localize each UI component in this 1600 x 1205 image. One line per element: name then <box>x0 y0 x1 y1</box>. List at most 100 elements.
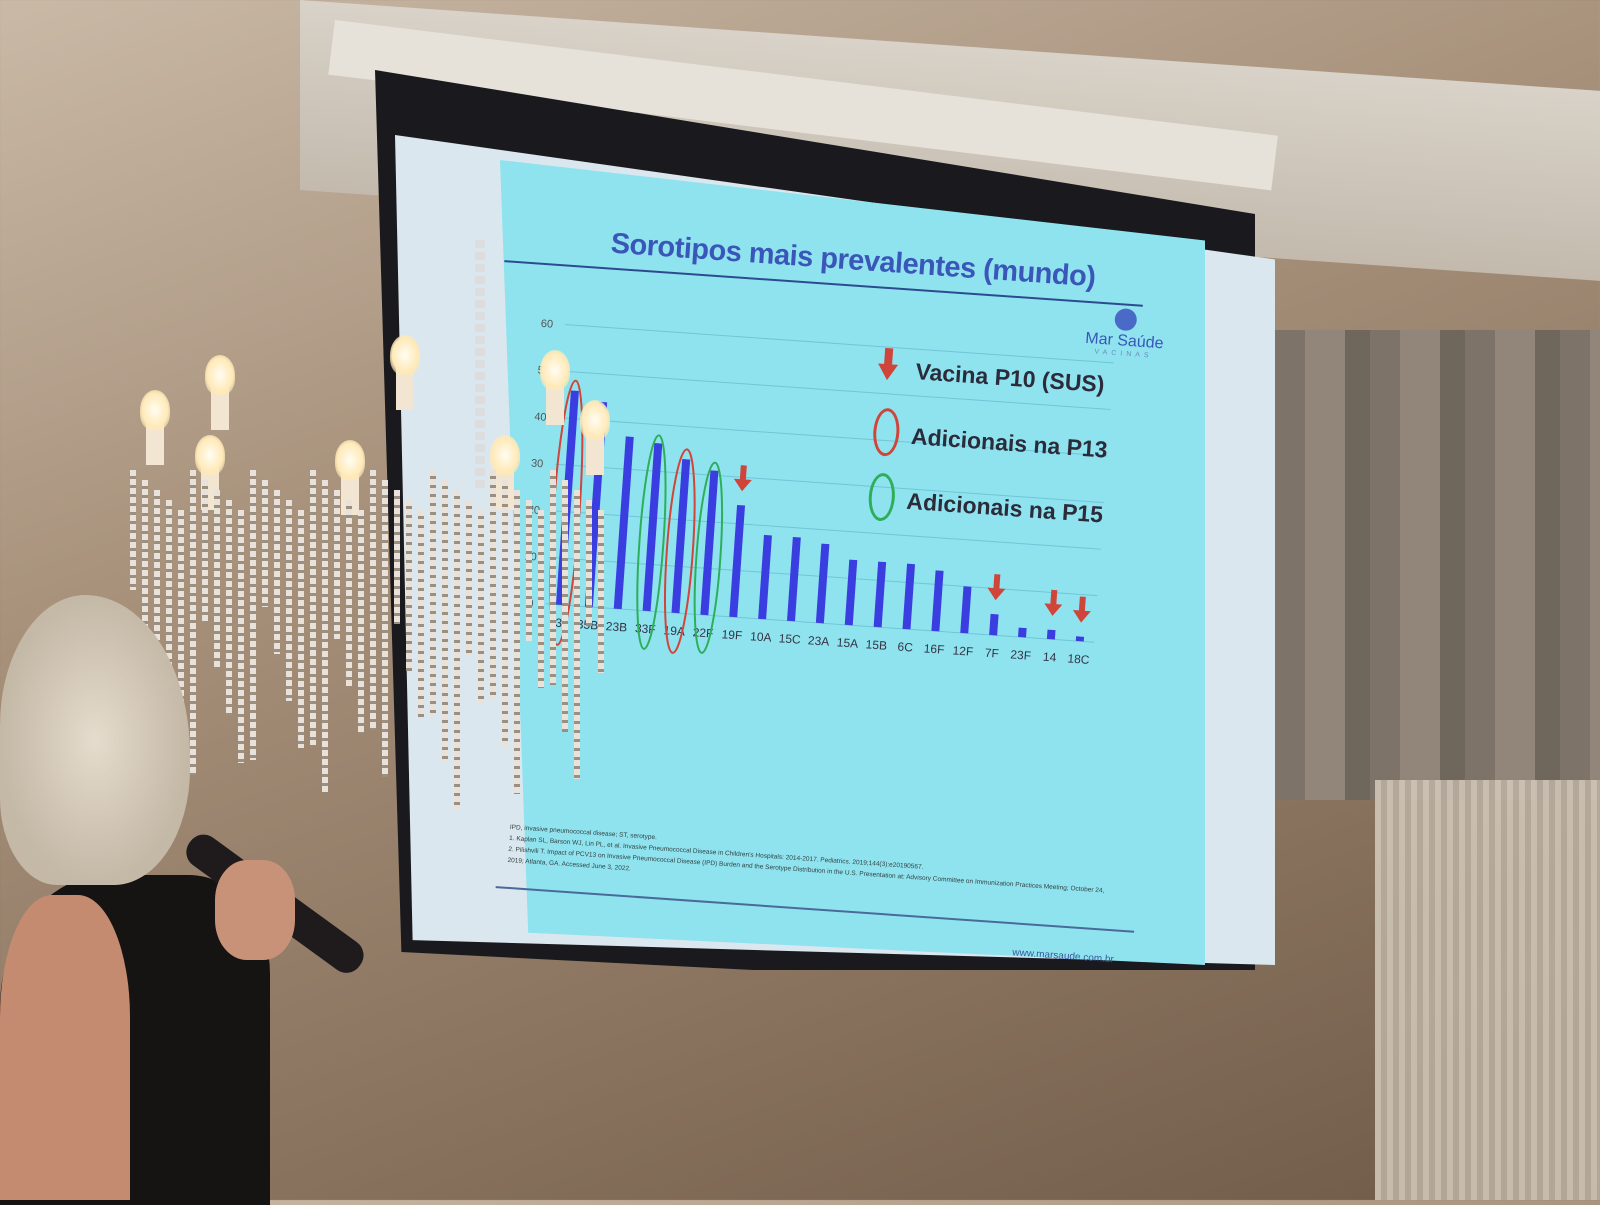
crystal-strand <box>454 490 460 809</box>
crystal-strand <box>466 500 472 656</box>
light-bulb-icon <box>140 390 170 430</box>
crystal-strand <box>154 490 160 684</box>
crystal-strand <box>358 510 364 733</box>
candle <box>546 380 564 425</box>
crystal-strand <box>370 470 376 730</box>
crystal-strand <box>418 510 424 718</box>
crystal-strand <box>310 470 316 745</box>
x-tick-label: 22F <box>692 625 714 640</box>
crystal-strand <box>334 490 340 639</box>
p10-arrow-icon <box>1044 589 1063 616</box>
x-tick-label: 14 <box>1042 650 1057 665</box>
crystal-strand <box>202 480 208 622</box>
crystal-strand <box>574 490 580 779</box>
crystal-strand <box>262 480 268 607</box>
legend-label: Adicionais na P15 <box>905 487 1104 528</box>
bar-23B <box>613 436 634 610</box>
crystal-strand <box>382 480 388 777</box>
light-bulb-icon <box>205 355 235 395</box>
crystal-strand <box>166 500 172 731</box>
p13-oval <box>664 448 696 654</box>
y-tick-label: 60 <box>540 318 553 331</box>
light-bulb-icon <box>490 435 520 475</box>
crystal-strand <box>550 470 556 685</box>
chandelier <box>120 240 640 809</box>
bar-19A <box>671 459 691 614</box>
sheer-curtain <box>1375 780 1600 1200</box>
light-bulb-icon <box>540 350 570 390</box>
crystal-strand <box>538 510 544 688</box>
x-tick-label: 3 <box>555 616 563 630</box>
crystal-strand <box>514 490 520 794</box>
crystal-strand <box>178 510 184 778</box>
x-tick-label: 23F <box>1010 647 1032 662</box>
candle <box>586 430 604 475</box>
crystal-strand <box>430 470 436 715</box>
p10-arrow-icon <box>733 465 752 492</box>
x-tick-label: 12F <box>952 643 974 658</box>
gridline <box>552 510 1101 550</box>
x-tick-label: 23B <box>605 619 627 634</box>
curtain <box>1275 330 1600 800</box>
bar-23F <box>1018 627 1027 638</box>
light-bulb-icon <box>390 335 420 375</box>
chart-legend: Vacina P10 (SUS) Adicionais na P13 Adici… <box>866 337 1114 548</box>
gridline <box>561 370 1111 410</box>
p10-arrow-icon <box>1072 596 1091 623</box>
bar-15A <box>844 559 858 626</box>
presenter-hair <box>0 595 190 885</box>
bar-15B <box>873 561 887 628</box>
x-tick-label: 15B <box>865 637 887 652</box>
crystal-strand <box>526 500 532 641</box>
crystal-strand <box>586 500 592 626</box>
red-arrow-icon <box>877 362 899 381</box>
p15-oval <box>693 461 724 654</box>
x-tick-label: 19A <box>663 623 685 638</box>
x-tick-label: 7F <box>984 646 999 661</box>
crystal-strand <box>130 470 136 590</box>
crystal-strand <box>250 470 256 760</box>
crystal-strand <box>502 480 508 747</box>
x-tick-label: 10A <box>750 629 772 644</box>
crystal-strand <box>286 500 292 701</box>
website: www.marsaude.com.br <box>1011 947 1115 966</box>
gridline <box>558 417 1108 457</box>
crystal-strand <box>298 510 304 748</box>
y-tick-label: 40 <box>534 411 547 424</box>
light-bulb-icon <box>335 440 365 480</box>
bar-23A <box>815 543 830 624</box>
x-tick-label: 15C <box>778 631 801 647</box>
p10-arrow-icon <box>987 574 1006 601</box>
x-tick-label: 6C <box>897 640 914 655</box>
chandelier-chain <box>475 240 485 490</box>
x-tick-label: 15A <box>836 635 858 650</box>
bar-12F <box>960 586 972 634</box>
p15-oval <box>636 434 667 650</box>
bar-19F <box>729 504 746 618</box>
bar-33F <box>642 443 663 612</box>
logo-mark-icon <box>1114 307 1138 332</box>
bar-18C <box>1075 636 1085 642</box>
crystal-strand <box>442 480 448 762</box>
crystal-strand <box>346 500 352 686</box>
crystal-strand <box>274 490 280 654</box>
bar-22F <box>700 470 719 616</box>
crystal-strand <box>214 490 220 669</box>
crystal-strand <box>598 510 604 673</box>
legend-label: Adicionais na P13 <box>910 422 1109 463</box>
red-oval-icon <box>871 406 902 457</box>
candle <box>341 470 359 515</box>
light-bulb-icon <box>580 400 610 440</box>
crystal-strand <box>478 510 484 703</box>
bar-16F <box>931 570 944 632</box>
crystal-strand <box>490 470 496 700</box>
crystal-strand <box>190 470 196 775</box>
bar-15C <box>786 536 801 622</box>
presenter-hand <box>215 860 295 960</box>
crystal-strand <box>562 480 568 732</box>
bar-10A <box>758 534 772 620</box>
candle <box>146 420 164 465</box>
bar-14 <box>1046 629 1056 640</box>
x-tick-label: 16F <box>923 641 945 656</box>
bar-7F <box>989 613 999 636</box>
